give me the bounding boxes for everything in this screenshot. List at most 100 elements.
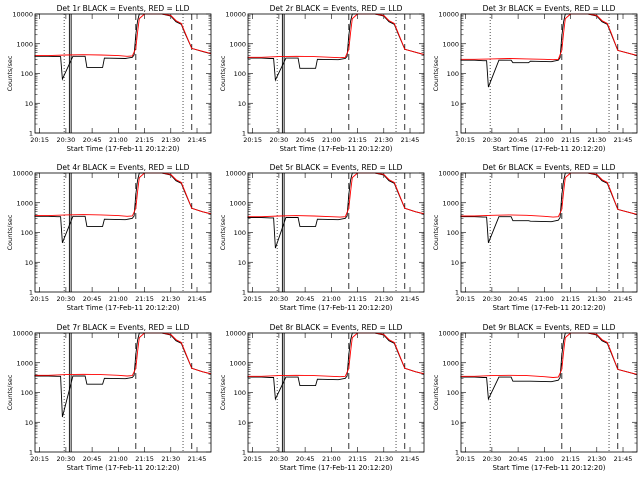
x-tick-label: 20:15 [243, 295, 262, 303]
x-tick-label: 20:30 [270, 136, 289, 144]
y-axis-label: Counts/sec [219, 55, 227, 91]
series-line-events [460, 172, 638, 243]
y-tick-label: 1000 [442, 40, 459, 48]
chart-panel-3: Det 3r BLACK = Events, RED = LLD 1 10 100 10… [432, 4, 638, 153]
y-tick-label: 1 [455, 449, 459, 457]
plot-frame [247, 332, 425, 453]
plot-frame [460, 172, 638, 293]
y-axis-label: Counts/sec [6, 214, 14, 250]
x-tick-label: 20:15 [243, 455, 262, 463]
x-tick-label: 21:30 [161, 455, 180, 463]
y-tick-label: 1000 [229, 199, 246, 207]
y-tick-label: 10 [238, 419, 246, 427]
y-tick-label: 10000 [225, 330, 246, 338]
x-axis-label: Start Time (17-Feb-11 20:12:20) [492, 304, 605, 312]
x-tick-label: 21:00 [322, 136, 341, 144]
series-line-events [460, 13, 638, 88]
x-tick-label: 21:00 [109, 455, 128, 463]
plot-frame [460, 332, 638, 453]
x-tick-label: 20:45 [83, 136, 102, 144]
y-tick-label: 10000 [12, 330, 33, 338]
y-tick-label: 1000 [16, 199, 33, 207]
plot-frame [34, 332, 212, 453]
x-tick-label: 21:45 [401, 295, 420, 303]
y-axis-label: Counts/sec [6, 55, 14, 91]
x-tick-label: 20:45 [509, 455, 528, 463]
y-tick-label: 10 [451, 419, 459, 427]
y-tick-label: 1 [29, 449, 33, 457]
x-tick-label: 20:45 [509, 136, 528, 144]
y-tick-label: 10 [238, 259, 246, 267]
y-axis-label: Counts/sec [219, 374, 227, 410]
y-tick-label: 10000 [438, 330, 459, 338]
y-axis-label: Counts/sec [432, 55, 440, 91]
series-line-events [247, 13, 425, 82]
y-tick-label: 1000 [16, 40, 33, 48]
chart-title: Det 7r BLACK = Events, RED = LLD [57, 323, 190, 332]
y-tick-label: 1000 [229, 359, 246, 367]
x-tick-label: 21:30 [161, 295, 180, 303]
x-tick-label: 21:00 [109, 295, 128, 303]
chart-panel-6: Det 6r BLACK = Events, RED = LLD 1 10 100 10… [432, 163, 638, 312]
y-tick-label: 1 [242, 130, 246, 138]
x-tick-label: 21:45 [614, 295, 633, 303]
x-tick-label: 21:00 [109, 136, 128, 144]
y-tick-label: 100 [234, 229, 246, 237]
y-tick-label: 100 [447, 389, 459, 397]
y-tick-label: 10000 [225, 170, 246, 178]
x-tick-label: 20:30 [483, 136, 502, 144]
chart-title: Det 8r BLACK = Events, RED = LLD [270, 323, 403, 332]
x-tick-label: 20:15 [456, 455, 475, 463]
y-tick-label: 1 [29, 289, 33, 297]
y-tick-label: 1 [455, 289, 459, 297]
chart-title: Det 2r BLACK = Events, RED = LLD [270, 4, 403, 13]
x-axis-label: Start Time (17-Feb-11 20:12:20) [66, 145, 179, 153]
x-tick-label: 20:30 [483, 455, 502, 463]
x-tick-label: 21:15 [348, 136, 367, 144]
plot-frame [247, 13, 425, 134]
series-line-events [34, 332, 212, 418]
x-tick-label: 21:00 [535, 295, 554, 303]
y-axis-label: Counts/sec [6, 374, 14, 410]
series-line-lld [34, 172, 212, 217]
x-tick-label: 21:15 [561, 295, 580, 303]
x-axis-label: Start Time (17-Feb-11 20:12:20) [279, 464, 392, 472]
x-axis-label: Start Time (17-Feb-11 20:12:20) [492, 145, 605, 153]
chart-panel-7: Det 7r BLACK = Events, RED = LLD 1 10 100 10… [6, 323, 212, 472]
x-tick-label: 21:30 [587, 295, 606, 303]
plot-frame [34, 172, 212, 293]
y-tick-label: 10 [25, 100, 33, 108]
x-tick-label: 21:15 [348, 455, 367, 463]
x-tick-label: 20:15 [243, 136, 262, 144]
y-tick-label: 100 [234, 389, 246, 397]
y-tick-label: 100 [21, 70, 33, 78]
y-tick-label: 1 [455, 130, 459, 138]
x-tick-label: 20:45 [83, 455, 102, 463]
chart-panel-5: Det 5r BLACK = Events, RED = LLD 1 10 100 10… [219, 163, 425, 312]
x-tick-label: 21:30 [161, 136, 180, 144]
series-line-lld [247, 172, 425, 218]
chart-title: Det 5r BLACK = Events, RED = LLD [270, 163, 403, 172]
x-tick-label: 21:45 [188, 136, 207, 144]
y-tick-label: 10 [238, 100, 246, 108]
x-tick-label: 20:15 [456, 136, 475, 144]
x-tick-label: 20:30 [57, 295, 76, 303]
chart-panel-2: Det 2r BLACK = Events, RED = LLD 1 10 100 10… [219, 4, 425, 153]
x-tick-label: 21:15 [561, 136, 580, 144]
series-line-events [34, 172, 212, 243]
series-line-lld [247, 332, 425, 378]
y-tick-label: 1 [242, 449, 246, 457]
chart-panel-4: Det 4r BLACK = Events, RED = LLD 1 10 100 10… [6, 163, 212, 312]
y-tick-label: 1000 [442, 359, 459, 367]
x-tick-label: 21:00 [535, 136, 554, 144]
chart-title: Det 4r BLACK = Events, RED = LLD [57, 163, 190, 172]
x-tick-label: 20:30 [57, 136, 76, 144]
y-tick-label: 100 [21, 389, 33, 397]
series-line-lld [460, 332, 638, 378]
y-tick-label: 1000 [16, 359, 33, 367]
x-tick-label: 21:30 [587, 136, 606, 144]
x-tick-label: 21:30 [587, 455, 606, 463]
y-tick-label: 10000 [438, 11, 459, 19]
plot-frame [34, 13, 212, 134]
y-tick-label: 100 [21, 229, 33, 237]
